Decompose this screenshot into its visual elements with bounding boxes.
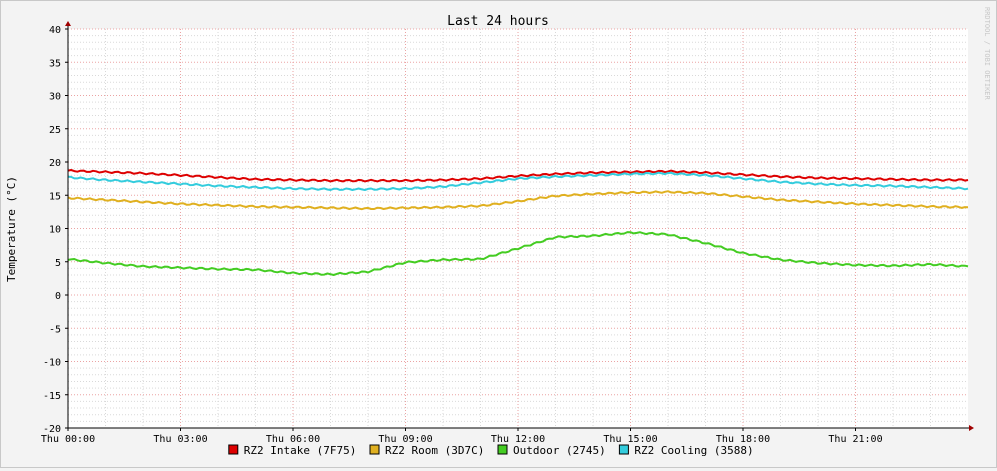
major-grid [67, 28, 968, 429]
series-line-4 [67, 171, 969, 191]
y-axis-arrow [65, 21, 71, 26]
x-tick-label: Thu 06:00 [266, 434, 320, 445]
y-tick-label: 20 [49, 158, 61, 169]
y-tick-label: -10 [43, 358, 61, 369]
y-tick-label: 35 [49, 58, 61, 69]
series-line-3 [67, 231, 969, 276]
legend: RZ2 Intake (7F75) RZ2 Room (3D7C) Outdoor … [228, 444, 754, 457]
y-tick-label: 10 [49, 225, 61, 236]
legend-swatch [228, 444, 239, 455]
x-tick-label: Thu 12:00 [491, 434, 545, 445]
y-tick-label: 5 [55, 258, 61, 269]
series-line-1 [67, 169, 969, 183]
series-line-2 [67, 190, 969, 211]
x-tick-label: Thu 03:00 [153, 434, 207, 445]
x-tick-label: Thu 00:00 [41, 434, 95, 445]
legend-label: Outdoor (2745) [513, 444, 606, 457]
y-tick-label: 40 [49, 25, 61, 36]
y-tick-label: -15 [43, 391, 61, 402]
legend-swatch [497, 444, 508, 455]
legend-label: RZ2 Room (3D7C) [385, 444, 484, 457]
y-tick-label: -20 [43, 424, 61, 435]
axes [65, 21, 974, 431]
x-axis-arrow [969, 425, 974, 431]
rrdtool-watermark: RRDTOOL / TOBI OETIKER [983, 7, 991, 101]
legend-label: RZ2 Cooling (3588) [634, 444, 753, 457]
x-tick-label: Thu 09:00 [378, 434, 432, 445]
y-axis-label: Temperature (°C) [5, 176, 18, 282]
x-tick-labels: Thu 00:00 Thu 03:00 Thu 06:00 Thu 09:00 Thu … [41, 428, 883, 445]
y-tick-label: 30 [49, 92, 61, 103]
y-tick-label: 25 [49, 125, 61, 136]
chart-title: Last 24 hours [447, 14, 549, 29]
x-tick-label: Thu 15:00 [603, 434, 657, 445]
x-tick-label: Thu 21:00 [828, 434, 882, 445]
legend-swatch [618, 444, 629, 455]
y-tick-label: 15 [49, 191, 61, 202]
y-tick-label: 0 [55, 291, 61, 302]
legend-label: RZ2 Intake (7F75) [244, 444, 357, 457]
series-lines [67, 169, 969, 276]
y-tick-labels: 40 35 30 25 20 15 10 5 0 -5 -10 -15 -20 [43, 25, 68, 435]
y-tick-label: -5 [49, 324, 61, 335]
x-tick-label: Thu 18:00 [716, 434, 770, 445]
legend-swatch [369, 444, 380, 455]
